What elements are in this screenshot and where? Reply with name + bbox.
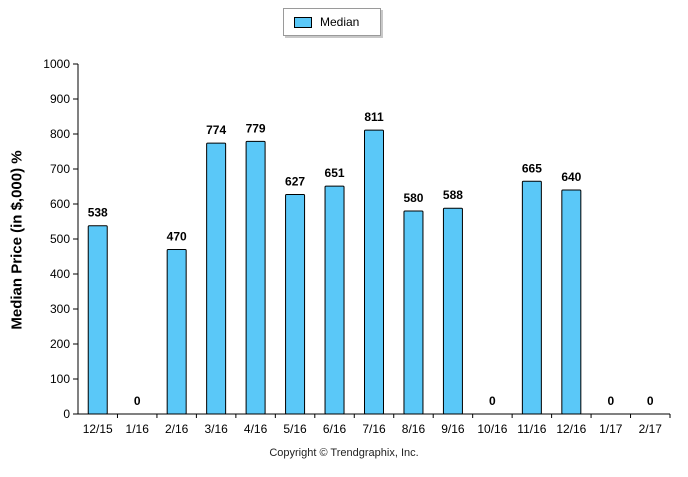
y-tick-label: 900 <box>50 92 70 106</box>
x-tick-label: 1/17 <box>599 422 623 436</box>
y-tick-label: 600 <box>50 197 70 211</box>
x-tick-label: 7/16 <box>362 422 386 436</box>
y-tick-label: 300 <box>50 302 70 316</box>
data-label: 0 <box>607 394 614 408</box>
y-tick-label: 1000 <box>43 57 70 71</box>
y-axis-title: Median Price (in $,000) % <box>8 150 26 330</box>
bar-12/16 <box>561 189 582 415</box>
data-label: 811 <box>364 110 384 124</box>
x-tick-label: 2/17 <box>639 422 663 436</box>
data-label: 580 <box>403 191 423 205</box>
data-label: 588 <box>443 188 463 202</box>
x-tick-label: 3/16 <box>204 422 228 436</box>
data-label: 0 <box>489 394 496 408</box>
x-tick-label: 4/16 <box>244 422 268 436</box>
bar-5/16 <box>285 194 306 415</box>
bar-2/16 <box>166 249 187 415</box>
data-label: 665 <box>522 161 542 175</box>
data-label: 627 <box>285 175 305 189</box>
bar-3/16 <box>206 142 227 415</box>
bar-11/16 <box>521 180 542 415</box>
legend-swatch-median <box>294 17 312 28</box>
x-tick-label: 2/16 <box>165 422 189 436</box>
x-tick-label: 9/16 <box>441 422 465 436</box>
bar-4/16 <box>245 140 266 415</box>
x-tick-label: 10/16 <box>477 422 507 436</box>
data-label: 538 <box>88 206 108 220</box>
x-tick-label: 12/16 <box>556 422 586 436</box>
x-tick-label: 11/16 <box>517 422 546 436</box>
data-label: 651 <box>325 166 345 180</box>
chart-legend: Median <box>283 8 381 36</box>
data-label: 774 <box>206 123 226 137</box>
y-tick-label: 500 <box>50 232 70 246</box>
x-tick-label: 12/15 <box>83 422 113 436</box>
data-label: 0 <box>134 394 141 408</box>
y-tick-label: 100 <box>50 372 70 386</box>
bar-12/15 <box>87 225 108 415</box>
x-tick-label: 5/16 <box>283 422 307 436</box>
x-tick-label: 1/16 <box>126 422 150 436</box>
x-tick-label: 6/16 <box>323 422 347 436</box>
bar-7/16 <box>364 129 384 415</box>
bar-8/16 <box>403 210 424 415</box>
data-label: 640 <box>561 170 581 184</box>
bar-9/16 <box>442 207 463 415</box>
data-label: 0 <box>647 394 654 408</box>
data-label: 779 <box>246 121 266 135</box>
bar-6/16 <box>324 185 345 415</box>
y-tick-label: 400 <box>50 267 70 281</box>
data-label: 470 <box>167 230 187 244</box>
y-tick-label: 200 <box>50 337 70 351</box>
legend-label-median: Median <box>320 15 360 29</box>
x-tick-label: 8/16 <box>402 422 426 436</box>
copyright-text: Copyright © Trendgraphix, Inc. <box>269 447 419 459</box>
y-tick-label: 0 <box>63 407 70 421</box>
y-tick-label: 800 <box>50 127 70 141</box>
y-tick-label: 700 <box>50 162 70 176</box>
